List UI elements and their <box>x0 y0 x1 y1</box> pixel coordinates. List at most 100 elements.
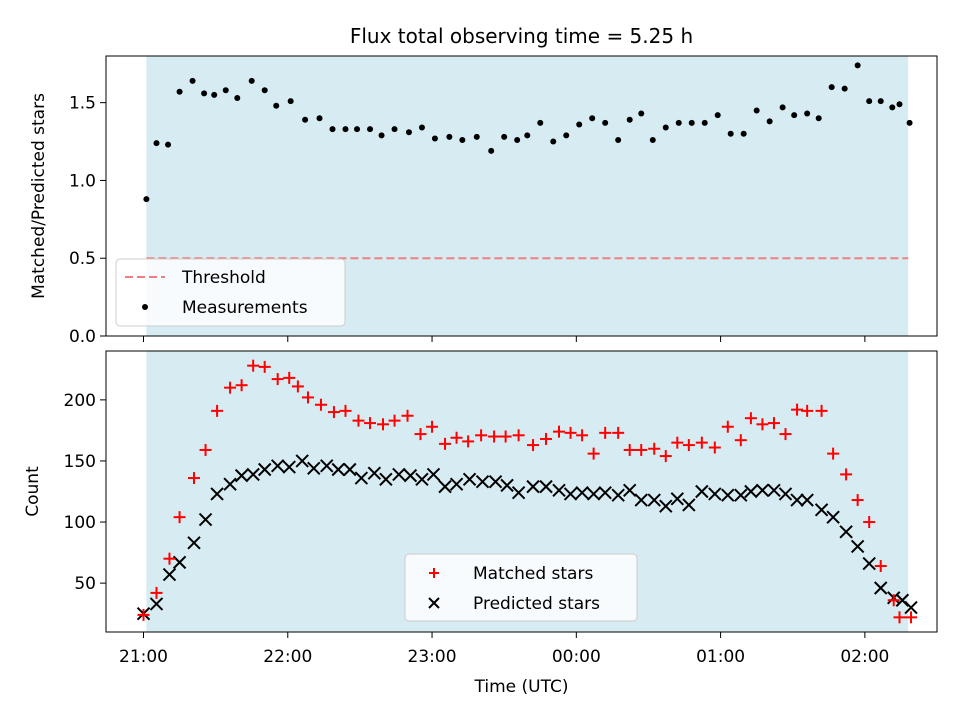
x-tick-label: 21:00 <box>119 647 168 667</box>
predicted-star-point <box>647 493 661 507</box>
ratio-panel: 0.0 0.5 1.0 1.5 Flux total observing time =… <box>29 24 938 347</box>
predicted-star-point <box>634 493 648 507</box>
matched-star-point <box>564 426 577 439</box>
predicted-star-point <box>734 488 748 502</box>
matched-star-point <box>671 436 684 449</box>
predicted-star-point <box>511 486 526 500</box>
measurement-point <box>854 62 861 69</box>
y-tick-label: 1.5 <box>69 94 96 114</box>
predicted-star-point <box>331 462 345 477</box>
legend-threshold-label: Threshold <box>181 268 266 288</box>
predicted-star-point <box>403 468 418 483</box>
predicted-star-point <box>611 488 625 502</box>
matched-star-point <box>163 552 176 565</box>
measurement-point <box>766 118 773 125</box>
matched-star-point <box>150 586 163 599</box>
matched-star-point <box>512 429 525 442</box>
legend-box <box>115 258 346 327</box>
matched-star-point <box>211 404 224 417</box>
matched-star-point <box>695 436 708 449</box>
predicted-star-point <box>392 467 406 482</box>
measurement-point <box>234 95 241 101</box>
matched-star-point <box>339 404 352 417</box>
matched-star-point <box>450 431 463 444</box>
matched-star-point <box>840 468 853 481</box>
x-tick-label: 22:00 <box>263 647 312 667</box>
y-tick-label: 0.5 <box>69 249 96 269</box>
matched-star-point <box>576 429 589 442</box>
predicted-star-point <box>862 556 876 571</box>
measurement-point <box>405 129 412 136</box>
matched-star-point <box>708 441 721 454</box>
measurement-point <box>649 137 656 143</box>
predicted-star-point <box>149 597 164 611</box>
measurement-point <box>431 135 438 142</box>
predicted-star-point <box>826 510 840 524</box>
measurement-point <box>896 101 903 108</box>
matched-star-point <box>414 428 427 441</box>
matched-star-point <box>258 360 271 373</box>
predicted-star-point <box>223 477 237 491</box>
predicted-star-point <box>354 471 369 485</box>
measurement-point <box>524 132 531 139</box>
predicted-star-point <box>586 487 601 501</box>
measurement-point <box>537 119 544 126</box>
predicted-star-point <box>682 498 696 512</box>
measurement-point <box>329 126 336 133</box>
measurement-point <box>602 119 609 126</box>
measurement-point <box>211 91 218 98</box>
time-x-axis-label: Time (UTC) <box>474 677 569 697</box>
predicted-star-point <box>767 483 781 497</box>
predicted-star-point <box>622 483 637 497</box>
matched-star-point <box>648 442 661 455</box>
y-tick-label: 50 <box>74 574 96 594</box>
measurement-point <box>391 126 398 133</box>
ratio-y-axis-label: Matched/Predicted stars <box>29 93 49 299</box>
predicted-star-point <box>850 539 865 554</box>
measurement-point <box>222 87 229 94</box>
measurement-point <box>828 84 835 91</box>
measurement-point <box>446 133 453 140</box>
x-tick-label: 02:00 <box>840 647 889 667</box>
measurement-point <box>815 115 822 122</box>
chart-title: Flux total observing time = 5.25 h <box>350 24 693 48</box>
measurement-point <box>488 147 495 154</box>
predicted-star-point <box>721 488 735 502</box>
measurement-point <box>866 98 873 105</box>
matched-star-point <box>756 418 769 431</box>
measurement-point <box>688 119 695 126</box>
measurement-point <box>143 196 150 203</box>
measurement-point <box>153 140 160 147</box>
matched-star-point <box>863 516 876 529</box>
measurement-point <box>626 116 633 123</box>
y-tick-label: 0.0 <box>69 327 96 347</box>
matched-star-point <box>540 432 553 445</box>
measurement-point <box>459 137 466 143</box>
measurement-point <box>189 77 196 84</box>
matched-star-point <box>905 611 918 624</box>
count-y-axis-label: Count <box>23 466 43 517</box>
predicted-star-point <box>839 525 853 539</box>
matched-star-point <box>314 398 327 411</box>
measurement-point <box>841 85 848 92</box>
legend-predicted-swatch <box>428 597 440 609</box>
measurement-point <box>675 119 682 126</box>
measurement-point <box>378 132 385 139</box>
measurement-point <box>662 124 669 131</box>
matched-star-point <box>462 435 475 448</box>
y-tick-label: 150 <box>64 452 96 472</box>
measurement-point <box>727 130 734 137</box>
predicted-star-point <box>539 479 553 494</box>
measurement-point <box>354 126 361 133</box>
measurement-point <box>316 115 323 122</box>
predicted-star-point <box>904 600 918 615</box>
matched-star-point <box>188 472 201 485</box>
matched-star-point <box>623 443 636 456</box>
predicted-star-point <box>800 493 814 507</box>
predicted-star-point <box>462 472 477 486</box>
predicted-star-point <box>575 486 589 500</box>
matched-star-point <box>488 430 501 443</box>
predicted-star-point <box>552 483 566 497</box>
matched-star-point <box>827 447 840 460</box>
